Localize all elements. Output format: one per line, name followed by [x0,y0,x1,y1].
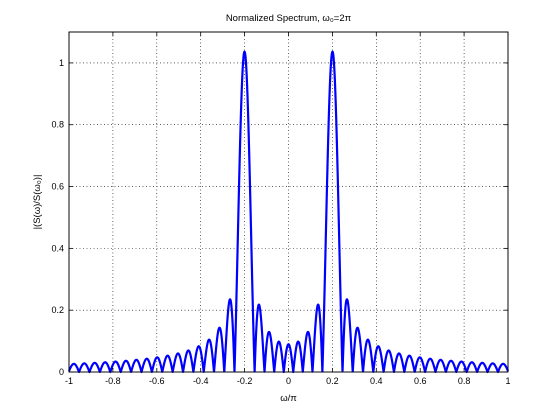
axis-ticks [68,32,509,373]
y-axis-title: |(S(ω)/S(ω₀)| [32,175,43,230]
x-tick-label: -0.6 [149,376,165,386]
y-tick-label: 1 [59,58,64,68]
x-tick-label: -1 [65,376,73,386]
y-tick-label: 0.4 [51,243,64,253]
x-axis-title: ω/π [280,393,297,404]
y-tick-label: 0.8 [51,120,64,130]
chart-title: Normalized Spectrum, ω₀=2π [226,13,352,24]
plot-area [68,31,509,373]
x-tick-label: 0.4 [370,376,383,386]
y-tick-label: 0.2 [51,305,64,315]
x-tick-label: 0.8 [458,376,471,386]
tick-labels: -1 -0.8 -0.6 -0.4 -0.2 0 0.2 0.4 0.6 0.8 1 0 0.2 0.4 0… [51,58,510,386]
y-tick-label: 0 [59,367,64,377]
grid-lines [69,32,508,372]
spectrum-series-line [67,50,510,374]
data-series [67,50,510,374]
x-tick-label: 0 [286,376,291,386]
x-tick-label: -0.4 [193,376,209,386]
x-tick-label: 0.6 [414,376,427,386]
x-tick-label: -0.8 [105,376,121,386]
y-tick-label: 0.6 [51,182,64,192]
x-tick-label: 0.2 [326,376,339,386]
x-tick-label: -0.2 [237,376,253,386]
x-tick-label: 1 [505,376,510,386]
